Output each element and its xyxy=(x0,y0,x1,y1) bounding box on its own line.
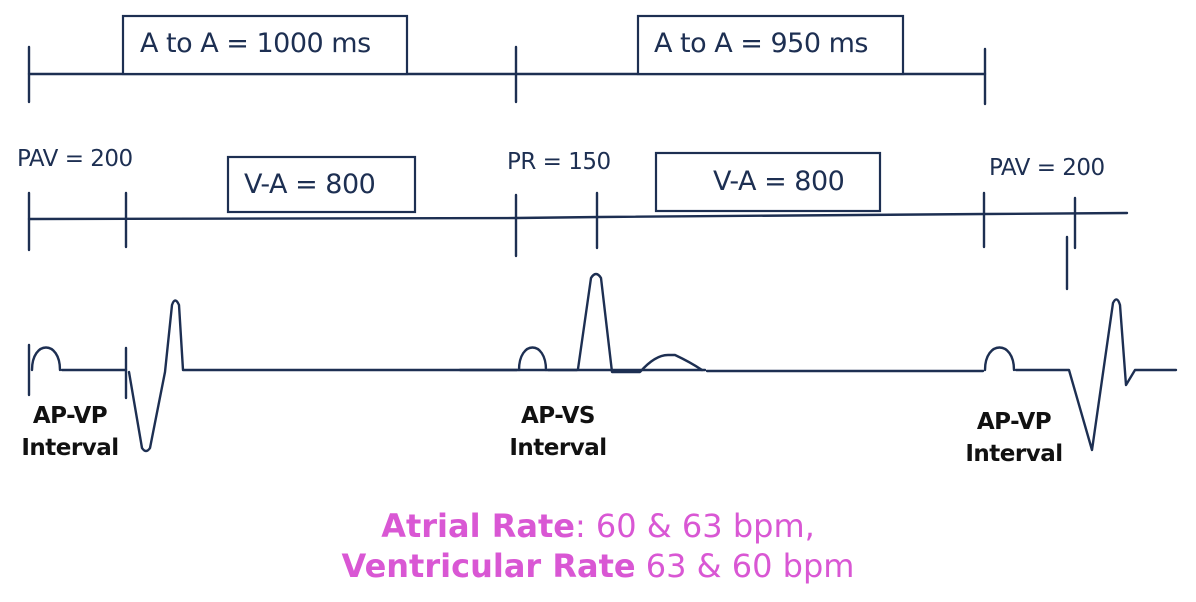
beat-label-1-line2: Interval xyxy=(21,435,119,461)
timing-timeline-axis xyxy=(27,211,1129,221)
qrs-t-complex-2 xyxy=(576,272,704,374)
v-a-label-1: V-A = 800 xyxy=(244,169,376,200)
beat-label-2: AP-VS Interval xyxy=(498,400,618,464)
ecg-strip xyxy=(27,272,1178,453)
atrial-timeline xyxy=(27,14,987,106)
v-a-box-1 xyxy=(226,155,417,214)
ventricular-rate-label: Ventricular Rate xyxy=(341,547,636,585)
v-a-label-2: V-A = 800 xyxy=(713,166,845,197)
beat-label-1-line1: AP-VP xyxy=(32,403,108,429)
pav-label-1: PAV = 200 xyxy=(17,146,133,172)
atrial-rate-label: Atrial Rate xyxy=(381,507,575,545)
atrial-rate-value: : 60 & 63 bpm, xyxy=(574,507,815,545)
rate-caption: Atrial Rate: 60 & 63 bpm, Ventricular Ra… xyxy=(0,506,1196,586)
a-to-a-label-2: A to A = 950 ms xyxy=(654,28,868,59)
ventricular-rate-value: 63 & 60 bpm xyxy=(635,547,855,585)
beat-label-2-line1: AP-VS xyxy=(521,403,596,429)
p-wave-3 xyxy=(983,346,1016,372)
ventricular-rate-line: Ventricular Rate 63 & 60 bpm xyxy=(0,546,1196,586)
beat-label-3: AP-VP Interval xyxy=(954,406,1074,470)
beat-label-3-line2: Interval xyxy=(965,441,1063,467)
a-to-a-label-1: A to A = 1000 ms xyxy=(140,28,371,59)
a-to-a-box-1 xyxy=(121,14,409,76)
beat-label-3-line1: AP-VP xyxy=(976,409,1052,435)
beat-label-2-line2: Interval xyxy=(509,435,607,461)
qrs-complex-1 xyxy=(127,299,707,453)
pr-label: PR = 150 xyxy=(507,149,611,175)
v-a-box-2 xyxy=(654,151,882,213)
atrial-rate-line: Atrial Rate: 60 & 63 bpm, xyxy=(0,506,1196,546)
pav-label-2: PAV = 200 xyxy=(989,155,1105,181)
qrs-complex-3 xyxy=(1014,298,1178,452)
timing-timeline xyxy=(27,151,1129,291)
p-wave-2 xyxy=(517,346,548,372)
beat-label-1: AP-VP Interval xyxy=(10,400,130,464)
p-wave-1 xyxy=(30,346,62,372)
a-to-a-box-2 xyxy=(636,14,905,76)
